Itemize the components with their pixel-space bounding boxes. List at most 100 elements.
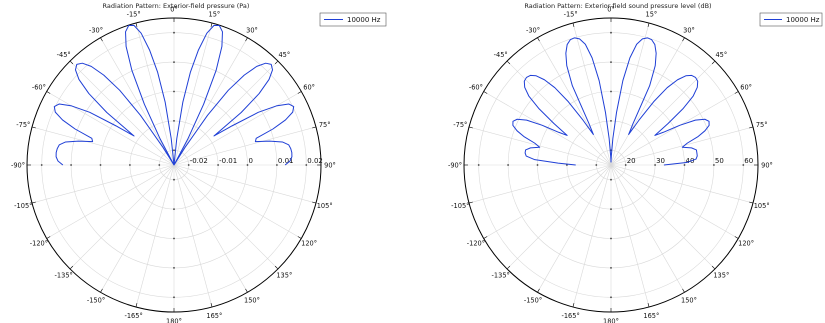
angle-tick-mark: [245, 37, 248, 42]
angle-tick-mark: [210, 22, 213, 27]
series-layer: [512, 37, 710, 166]
radial-tick-label: -0.01: [219, 157, 237, 165]
angle-label: 180°: [166, 317, 182, 323]
chart-title: Radiation Pattern: Exterior-field sound …: [524, 2, 711, 10]
axis-dot: [173, 31, 175, 34]
angle-label: 30°: [246, 26, 258, 34]
angle-label: 75°: [319, 121, 331, 129]
radial-tick-label: -0.02: [190, 157, 208, 165]
axis-dot: [158, 164, 161, 166]
axis-dot: [173, 296, 175, 299]
axis-dot: [610, 61, 612, 63]
angle-tick-mark: [749, 126, 754, 129]
angle-label: 90°: [761, 161, 773, 169]
angle-label: 0°: [607, 5, 615, 13]
angle-label: -120°: [467, 239, 485, 247]
angle-label: -75°: [453, 121, 467, 129]
angle-label: -120°: [30, 239, 48, 247]
axis-dot: [276, 164, 278, 166]
angle-tick-mark: [274, 60, 279, 65]
axis-dot: [742, 164, 745, 166]
polar-grid: [463, 17, 759, 313]
angle-tick-mark: [506, 265, 511, 270]
axis-dot: [610, 178, 612, 181]
angle-label: -15°: [564, 11, 578, 19]
axis-dot: [173, 267, 175, 269]
polar-chart-spl: Radiation Pattern: Exterior-field sound …: [448, 2, 823, 323]
angle-label: -45°: [494, 51, 508, 59]
chart-panel-spl: Radiation Pattern: Exterior-field sound …: [412, 0, 825, 323]
angle-tick-mark: [647, 303, 650, 308]
angle-label: 75°: [756, 121, 768, 129]
angle-tick-mark: [46, 91, 51, 94]
angle-tick-mark: [210, 303, 213, 308]
axis-dot: [610, 208, 612, 211]
angle-tick-mark: [682, 37, 685, 42]
angle-label: 120°: [301, 239, 317, 247]
angle-tick-mark: [31, 201, 36, 204]
radial-tick-label: 30: [656, 157, 665, 165]
angle-label: -165°: [561, 312, 579, 320]
radial-tick-label: 60: [744, 157, 753, 165]
angle-label: 105°: [317, 202, 333, 210]
angle-tick-mark: [69, 265, 74, 270]
angle-label: -15°: [127, 11, 141, 19]
angle-tick-mark: [711, 265, 716, 270]
angle-label: -135°: [55, 272, 73, 280]
series-layer: [53, 24, 295, 166]
angle-tick-mark: [297, 91, 302, 94]
legend-label: 10000 Hz: [347, 16, 381, 24]
axis-dot: [610, 267, 612, 269]
angle-tick-mark: [245, 288, 248, 293]
angle-label: -105°: [14, 202, 32, 210]
angle-tick-mark: [572, 22, 575, 27]
angle-tick-mark: [135, 303, 138, 308]
axis-dot: [624, 164, 627, 166]
radial-tick-labels: -0.02 -0.01 0 0.01 0.02: [190, 157, 323, 165]
angle-tick-mark: [100, 37, 103, 42]
axis-dot: [129, 164, 131, 166]
angle-label: 45°: [715, 51, 727, 59]
series-line-10000-hz: [53, 24, 295, 166]
polar-chart-pressure: Radiation Pattern: Exterior-field pressu…: [11, 2, 387, 323]
angle-tick-mark: [734, 236, 739, 239]
axis-dot: [610, 120, 612, 122]
angle-tick-mark: [312, 201, 317, 204]
angle-tick-mark: [468, 201, 473, 204]
polar-grid: [26, 17, 322, 313]
axis-dot: [713, 164, 715, 166]
angle-label: 60°: [303, 83, 315, 91]
axis-dot: [173, 90, 175, 93]
axis-dot: [610, 237, 612, 240]
legend: 10000 Hz: [759, 12, 823, 27]
angle-tick-mark: [468, 126, 473, 129]
angle-tick-mark: [483, 91, 488, 94]
angle-label: 45°: [278, 51, 290, 59]
axis-dot: [610, 296, 612, 299]
radial-tick-label: 20: [627, 157, 636, 165]
angle-tick-mark: [506, 60, 511, 65]
angle-tick-mark: [572, 303, 575, 308]
angle-labels: 0° 15° 30° 45° 60° 75° 90° 105° 120° 135° 150° 165°…: [11, 5, 336, 323]
chart-panel-pressure: Radiation Pattern: Exterior-field pressu…: [0, 0, 412, 323]
axis-dot: [173, 120, 175, 122]
series-line-10000-hz: [512, 37, 710, 166]
angle-tick-mark: [483, 236, 488, 239]
axis-dot: [40, 164, 43, 166]
angle-tick-mark: [537, 37, 540, 42]
angle-tick-mark: [31, 126, 36, 129]
axis-dot: [99, 164, 102, 166]
chart-title: Radiation Pattern: Exterior-field pressu…: [103, 2, 250, 10]
angle-label: -45°: [57, 51, 71, 59]
angle-label: 0°: [170, 5, 178, 13]
angle-tick-mark: [537, 288, 540, 293]
radial-tick-label: 0.02: [307, 157, 323, 165]
angle-label: -135°: [492, 272, 510, 280]
axis-dot: [305, 164, 308, 166]
angle-tick-mark: [100, 288, 103, 293]
angle-label: 105°: [754, 202, 770, 210]
angle-label: 30°: [683, 26, 695, 34]
angle-label: -150°: [524, 297, 542, 305]
angle-label: -30°: [89, 26, 103, 34]
angle-label: -165°: [124, 312, 142, 320]
